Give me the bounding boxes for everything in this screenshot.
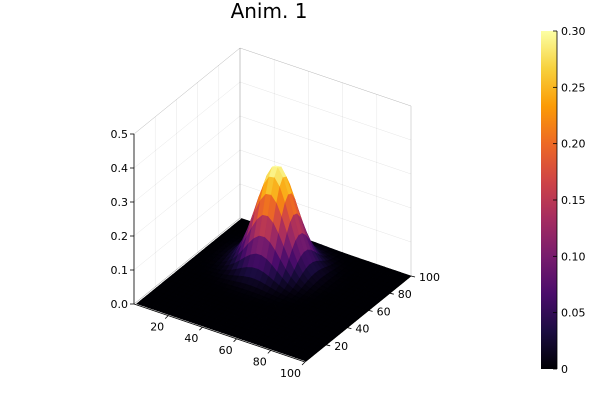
y-tick	[326, 344, 331, 347]
x-tick	[199, 326, 203, 331]
x-tick-label: 80	[253, 355, 267, 368]
z-tick-label: 0.3	[111, 196, 129, 209]
x-tick-label: 20	[150, 321, 164, 334]
grid-line-z-back	[239, 47, 412, 107]
grid-line-z-back	[239, 81, 412, 141]
grid-line-z-left	[133, 217, 241, 305]
surface-mesh	[136, 165, 412, 362]
x-axis-line	[133, 303, 306, 363]
chart-title: Anim. 1	[231, 0, 308, 23]
x-tick	[233, 338, 237, 343]
colorbar-tick-label: 0	[561, 363, 568, 376]
y-tick	[368, 310, 373, 312]
grid-line-z-left	[133, 115, 241, 203]
grid-line-z-left	[133, 81, 241, 169]
y-tick-label: 60	[377, 305, 391, 318]
x-tick-label: 60	[219, 344, 233, 357]
y-tick	[347, 327, 352, 329]
grid-line-z-left	[133, 183, 241, 271]
grid-line-z-back	[239, 149, 412, 209]
colorbar-tick-label: 0.05	[561, 307, 586, 320]
grid-line-z-left	[133, 47, 241, 135]
y-tick-label: 40	[355, 323, 369, 336]
colorbar-tick-label: 0.20	[561, 138, 586, 151]
x-tick	[267, 350, 272, 354]
colorbar: 0 0.05 0.10 0.15 0.20 0.25 0.30	[541, 25, 586, 376]
x-tick-label: 40	[184, 332, 198, 345]
y-tick-label: 100	[419, 271, 440, 284]
z-tick-label: 0.5	[111, 128, 129, 141]
z-tick-label: 0.4	[111, 162, 129, 175]
colorbar-tick-label: 0.25	[561, 81, 586, 94]
y-tick	[410, 275, 416, 278]
x-tick	[164, 315, 169, 319]
grid-line-z-back	[239, 115, 412, 175]
z-tick-label: 0.0	[111, 298, 129, 311]
x-tick-label: 100	[280, 367, 301, 380]
x-tick	[301, 361, 306, 366]
y-tick-label: 20	[334, 340, 348, 353]
colorbar-tick-label: 0.15	[561, 194, 586, 207]
z-tick-label: 0.1	[111, 264, 129, 277]
axes-ticks: 0.0 0.1 0.2 0.3 0.4 0.5 20 40 60 80 100 20 40 60 80 100	[111, 128, 441, 380]
grid-line-z-left	[133, 149, 241, 237]
z-tick-label: 0.2	[111, 230, 129, 243]
colorbar-tick-label: 0.10	[561, 250, 586, 263]
y-tick-label: 80	[398, 288, 412, 301]
colorbar-bar	[541, 31, 557, 369]
y-axis-line	[304, 275, 412, 363]
y-tick	[389, 292, 394, 295]
colorbar-tick-label: 0.30	[561, 25, 586, 38]
